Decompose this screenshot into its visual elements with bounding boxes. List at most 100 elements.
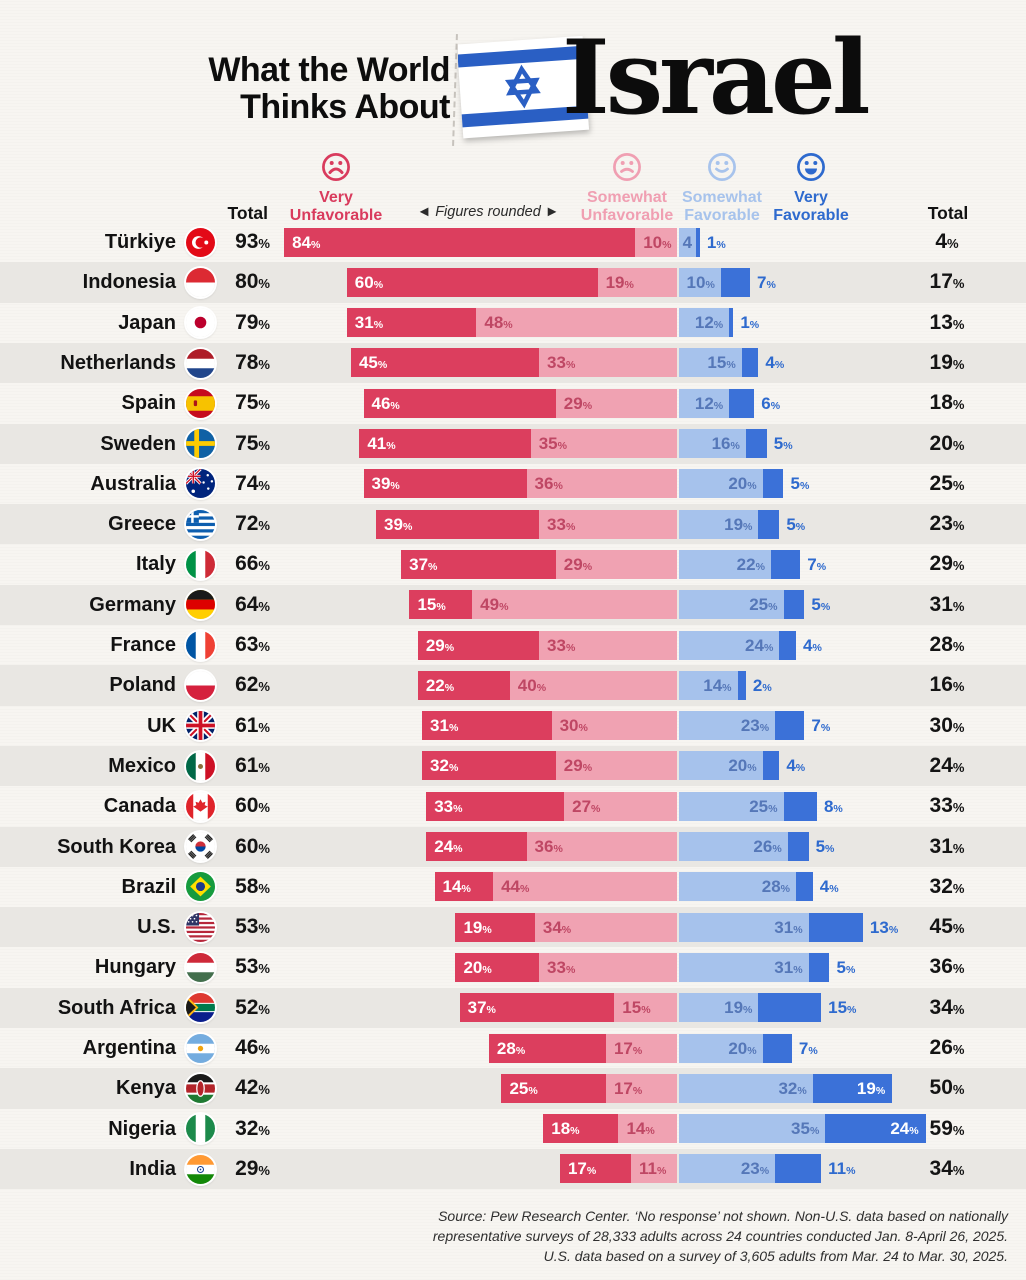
source-line-3: U.S. data based on a survey of 3,605 adu… xyxy=(543,1248,1008,1264)
bar-segment-very-unfavorable xyxy=(363,388,556,418)
bar-segment-very-favorable xyxy=(729,308,734,338)
total-unfavorable-value: 62% xyxy=(235,673,270,697)
bar-segment-very-unfavorable xyxy=(426,791,565,821)
bar-segment-somewhat-unfavorable xyxy=(472,590,677,620)
bar-value-very-unfavorable: 19% xyxy=(463,917,492,937)
table-row: South Africa 52% 37% 15% 19% 15% 34% xyxy=(0,987,1026,1028)
bar-segment-somewhat-favorable xyxy=(679,1033,763,1063)
flag-icon-br xyxy=(186,872,215,902)
table-row: India 29% 17% 11% 23% 11% 34% xyxy=(0,1148,1026,1190)
country-label: Spain xyxy=(121,392,176,415)
bar-value-somewhat-unfavorable: 10% xyxy=(643,232,672,252)
bar-value-very-unfavorable: 28% xyxy=(496,1038,526,1058)
total-unfavorable-value: 46% xyxy=(235,1036,270,1059)
total-header-left: Total xyxy=(227,203,268,223)
very-unfavorable-face-icon xyxy=(319,150,353,189)
bar-value-very-favorable: 19% xyxy=(856,1078,886,1098)
bar-segment-somewhat-unfavorable xyxy=(530,429,677,459)
bar-segment-somewhat-unfavorable xyxy=(631,1154,677,1184)
total-unfavorable-value: 64% xyxy=(235,592,270,616)
country-label: Netherlands xyxy=(60,351,176,374)
bar-segment-somewhat-unfavorable xyxy=(564,791,677,821)
total-favorable-value: 19% xyxy=(929,350,965,374)
bar-value-somewhat-favorable: 24% xyxy=(745,635,774,655)
somewhat-favorable-face-icon xyxy=(705,150,739,189)
bar-value-very-unfavorable: 37% xyxy=(409,554,438,574)
bar-value-somewhat-favorable: 35% xyxy=(791,1119,820,1139)
bar-value-somewhat-favorable: 25% xyxy=(749,796,778,816)
bar-segment-very-favorable xyxy=(741,348,759,378)
bar-value-very-favorable: 1% xyxy=(706,232,726,252)
bar-segment-somewhat-unfavorable xyxy=(539,952,677,982)
total-unfavorable-value: 75% xyxy=(235,391,270,415)
table-row: Nigeria 32% 18% 14% 35% 24% 59% xyxy=(0,1109,1026,1149)
bar-value-very-unfavorable: 15% xyxy=(417,595,446,615)
country-label: Canada xyxy=(103,795,176,818)
bar-value-somewhat-unfavorable: 33% xyxy=(547,514,576,534)
country-label: Mexico xyxy=(108,754,176,777)
total-favorable-value: 36% xyxy=(929,955,965,979)
total-favorable-value: 33% xyxy=(929,794,965,818)
bar-segment-somewhat-favorable xyxy=(679,1073,813,1103)
total-favorable-value: 34% xyxy=(929,995,965,1019)
bar-segment-very-favorable xyxy=(775,1154,822,1184)
source-line-1: Source: Pew Research Center. ‘No respons… xyxy=(438,1208,1008,1224)
bar-segment-very-favorable xyxy=(808,952,830,982)
figures-rounded-note: ◄ Figures rounded ► xyxy=(416,204,560,220)
bar-segment-very-favorable xyxy=(729,388,755,418)
bar-segment-somewhat-favorable xyxy=(679,469,763,499)
bar-value-somewhat-unfavorable: 17% xyxy=(613,1078,643,1098)
bar-value-very-favorable: 7% xyxy=(811,716,831,736)
bar-value-somewhat-favorable: 12% xyxy=(694,393,724,413)
total-favorable-value: 16% xyxy=(929,673,965,697)
country-label: Brazil xyxy=(121,875,176,898)
flag-icon-it xyxy=(186,550,215,580)
bar-value-very-unfavorable: 39% xyxy=(371,474,400,494)
israel-flag-graphic xyxy=(458,36,590,139)
country-label: Argentina xyxy=(82,1037,176,1059)
bar-value-very-unfavorable: 45% xyxy=(358,353,388,373)
table-row: Canada 60% 33% 27% 25% 8% 33% xyxy=(0,786,1026,826)
bar-value-somewhat-unfavorable: 33% xyxy=(547,957,576,977)
bar-value-very-unfavorable: 24% xyxy=(434,837,463,857)
bar-value-somewhat-favorable: 20% xyxy=(728,756,757,776)
bar-value-very-unfavorable: 31% xyxy=(354,313,384,333)
bar-value-very-favorable: 5% xyxy=(836,957,856,977)
bar-value-very-unfavorable: 18% xyxy=(551,1119,580,1139)
bar-value-very-favorable: 5% xyxy=(815,837,835,857)
bar-value-very-favorable: 4% xyxy=(803,635,822,655)
bar-value-somewhat-unfavorable: 27% xyxy=(572,796,601,816)
total-unfavorable-value: 63% xyxy=(235,633,270,656)
flag-icon-id xyxy=(186,267,215,297)
flag-icon-ke xyxy=(186,1073,215,1103)
bar-value-very-unfavorable: 84% xyxy=(292,232,321,252)
bar-value-very-favorable: 7% xyxy=(807,554,827,574)
total-favorable-value: 24% xyxy=(929,753,965,777)
bar-segment-somewhat-favorable xyxy=(679,267,721,297)
country-label: UK xyxy=(147,714,176,737)
bar-segment-somewhat-favorable xyxy=(679,549,771,579)
legend-very-unfavorable: Very Unfavorable xyxy=(266,150,406,224)
bar-value-very-unfavorable: 32% xyxy=(430,756,459,776)
bar-value-somewhat-favorable: 22% xyxy=(736,554,765,574)
page-title: What the World Thinks About xyxy=(208,52,450,126)
flag-icon-jp xyxy=(186,308,215,338)
bar-value-somewhat-unfavorable: 44% xyxy=(501,877,530,897)
flag-icon-es xyxy=(186,388,215,418)
bar-segment-somewhat-unfavorable xyxy=(539,509,677,539)
bar-value-somewhat-favorable: 4 xyxy=(682,232,693,252)
bar-segment-very-unfavorable xyxy=(363,469,527,499)
legend-very-favorable: Very Favorable xyxy=(741,150,881,224)
bar-value-very-unfavorable: 25% xyxy=(509,1078,538,1098)
bar-segment-very-favorable xyxy=(695,227,700,257)
bar-segment-very-unfavorable xyxy=(346,267,598,297)
bar-segment-somewhat-favorable xyxy=(679,711,776,741)
bar-segment-somewhat-unfavorable xyxy=(526,832,677,862)
flag-icon-ca xyxy=(186,791,215,821)
country-label: South Africa xyxy=(57,996,176,1019)
table-row: France 63% 29% 33% 24% 4% 28% xyxy=(0,625,1026,665)
total-unfavorable-value: 53% xyxy=(235,955,270,979)
country-label: Japan xyxy=(118,311,176,334)
bar-value-very-unfavorable: 60% xyxy=(354,272,384,292)
bar-value-somewhat-favorable: 14% xyxy=(703,675,732,695)
